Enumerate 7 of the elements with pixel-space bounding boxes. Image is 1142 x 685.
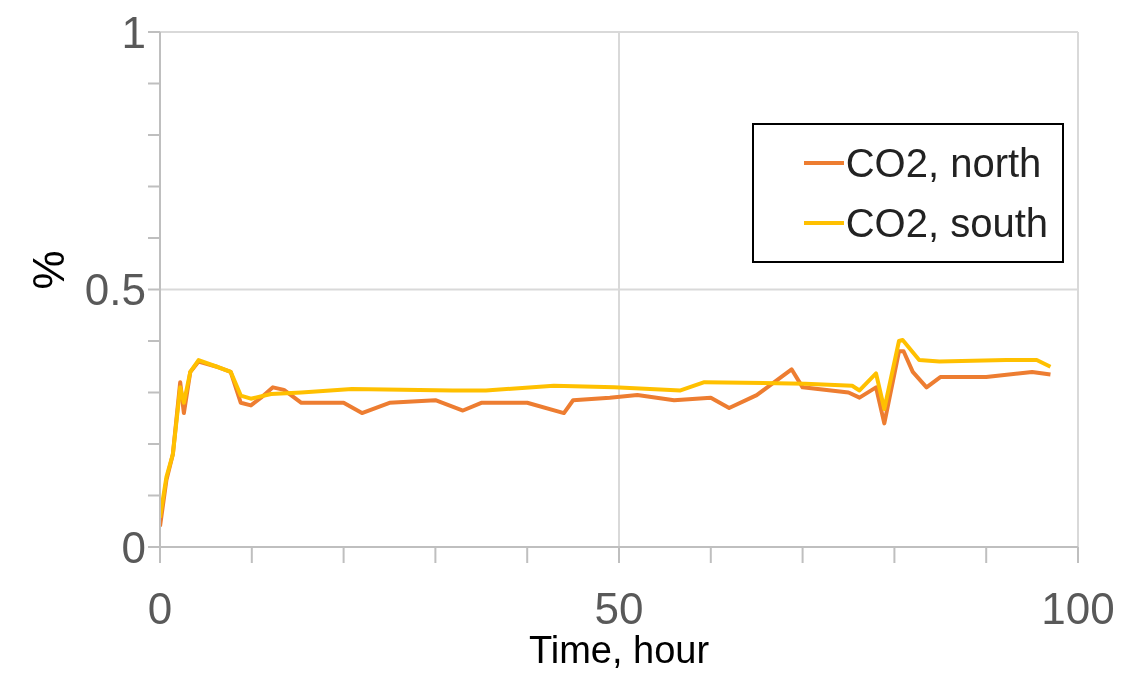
legend-label: CO2, north	[845, 140, 1042, 186]
y-axis-title: %	[23, 250, 73, 290]
legend-label: CO2, south	[845, 200, 1048, 246]
y-tick-label: 0	[121, 522, 146, 572]
y-tick-label: 0.5	[84, 265, 146, 315]
y-tick-label: 1	[121, 7, 146, 57]
x-tick-label: 100	[1041, 584, 1115, 634]
